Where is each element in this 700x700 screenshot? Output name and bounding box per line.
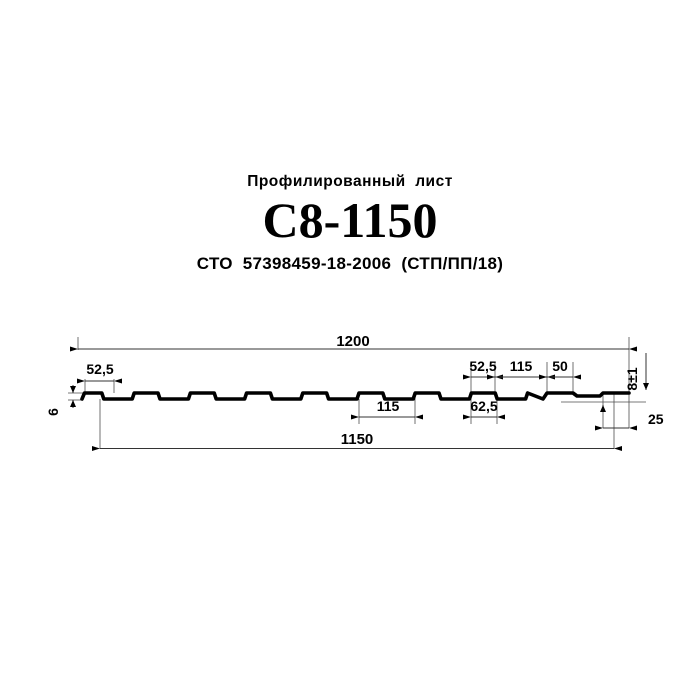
svg-text:25: 25 [648, 411, 664, 427]
svg-text:8±1: 8±1 [624, 367, 640, 390]
svg-text:115: 115 [377, 398, 400, 414]
svg-text:1150: 1150 [341, 431, 374, 448]
svg-text:1200: 1200 [336, 333, 369, 350]
svg-text:6: 6 [45, 408, 61, 416]
svg-text:62,5: 62,5 [470, 398, 497, 414]
svg-text:115: 115 [510, 358, 533, 374]
svg-text:50: 50 [552, 358, 568, 374]
svg-text:52,5: 52,5 [86, 361, 113, 377]
svg-text:52,5: 52,5 [469, 358, 496, 374]
